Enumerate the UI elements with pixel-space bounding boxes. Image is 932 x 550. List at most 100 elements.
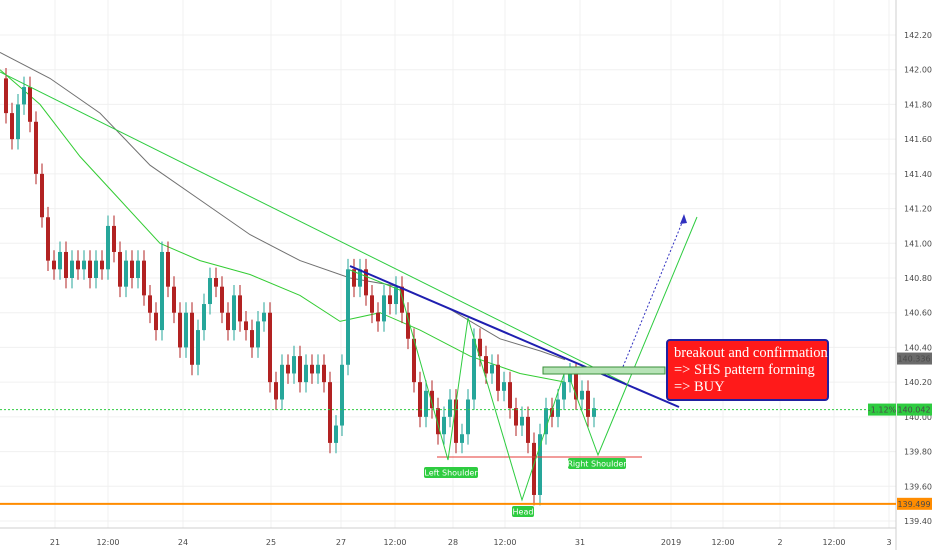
candle-body [490, 364, 494, 374]
candle-body [370, 295, 374, 313]
candle-body [346, 269, 350, 365]
candle-body [508, 382, 512, 409]
candle-body [130, 260, 134, 278]
candle-body [352, 269, 356, 287]
candle-body [196, 330, 200, 365]
x-tick-label: 12:00 [822, 538, 845, 547]
candle-body [478, 338, 482, 357]
y-tick-label: 140.600 [904, 309, 932, 318]
support-price-label: 139.499 [897, 500, 930, 509]
candle-body [388, 295, 392, 305]
candle-body [28, 87, 32, 122]
candle-body [226, 312, 230, 331]
right-shoulder-label-bg [568, 458, 626, 469]
candle-body [538, 434, 542, 495]
x-tick-label: 2 [777, 538, 782, 547]
candle-body [268, 312, 272, 383]
candle-body [22, 87, 26, 105]
candle-body [562, 382, 566, 400]
moving-average-line [0, 69, 566, 383]
candle-body [430, 390, 434, 409]
candle-body [520, 416, 524, 426]
candle-body [406, 312, 410, 339]
candle-body [100, 260, 104, 270]
candle-body [412, 338, 416, 383]
head-label: Head [513, 508, 534, 517]
candle-body [88, 260, 92, 278]
candle-body [34, 121, 38, 174]
candle-body [472, 338, 476, 400]
candle-body [106, 225, 110, 270]
x-tick-label: 12:00 [711, 538, 734, 547]
candle-body [82, 260, 86, 270]
candle-body [166, 251, 170, 287]
support-price-label-bg [897, 497, 932, 510]
candle-body [232, 295, 236, 331]
shs-pattern-path [349, 216, 698, 502]
y-tick-label: 140.000 [904, 413, 932, 422]
callout-line-1: breakout and confirmation [674, 345, 828, 361]
candle-body [544, 408, 548, 435]
x-tick-label: 24 [178, 538, 188, 547]
candle-body [454, 399, 458, 443]
candle-body [52, 260, 56, 270]
y-tick-label: 139.400 [904, 517, 932, 526]
trendline-blue [349, 265, 680, 408]
candle-body [400, 286, 404, 313]
y-tick-label: 141.400 [904, 170, 932, 179]
candle-body [172, 286, 176, 313]
candle-body [154, 312, 158, 331]
candle-body [340, 364, 344, 426]
head-label-bg [512, 506, 534, 517]
candle-body [220, 286, 224, 313]
candle-body [322, 364, 326, 383]
candle-body [202, 304, 206, 331]
candle-body [244, 321, 248, 331]
x-tick-label: 12:00 [383, 538, 406, 547]
last-price-label: 140.042 [897, 406, 930, 415]
candle-body [484, 356, 488, 374]
x-tick-label: 12:00 [96, 538, 119, 547]
y-tick-label: 141.600 [904, 135, 932, 144]
candle-body [64, 251, 68, 278]
candle-body [304, 364, 308, 383]
candle-body [178, 312, 182, 348]
left-shoulder-label: Left Shoulder [424, 469, 478, 478]
candle-body [58, 251, 62, 270]
candle-body [76, 260, 80, 270]
change-label: -1.12% [868, 406, 897, 415]
candle-body [556, 399, 560, 417]
candle-body [550, 408, 554, 417]
candle-body [526, 416, 530, 443]
candle-body [460, 434, 464, 443]
candle-body [514, 408, 518, 426]
right-shoulder-label: Right Shoulder [567, 460, 627, 469]
callout-box: breakout and confirmation => SHS pattern… [666, 339, 829, 401]
candle-body [310, 364, 314, 374]
candle-body [574, 373, 578, 400]
candle-body [118, 251, 122, 287]
candle-body [16, 104, 20, 140]
candle-body [256, 321, 260, 348]
candle-body [382, 295, 386, 322]
candle-body [262, 312, 266, 322]
price-labels: 140.336 140.042 139.499 -1.12% [868, 352, 932, 510]
projection-arrowhead [680, 214, 687, 224]
candle-body [208, 278, 212, 305]
y-tick-label: 141.000 [904, 239, 932, 248]
projection-arrow [619, 217, 685, 375]
candle-body [280, 364, 284, 400]
x-tick-label: 2019 [661, 538, 681, 547]
candle-body [190, 312, 194, 365]
x-tick-label: 25 [266, 538, 276, 547]
breakout-zone [542, 366, 666, 375]
candle-body [46, 217, 50, 261]
candle-body [586, 390, 590, 417]
candle-body [424, 390, 428, 417]
candle-body [40, 173, 44, 218]
candle-body [124, 260, 128, 287]
pattern-overlays: Left Shoulder Head Right Shoulder [0, 71, 896, 517]
left-shoulder-label-bg [424, 467, 478, 478]
candle-body [316, 364, 320, 374]
